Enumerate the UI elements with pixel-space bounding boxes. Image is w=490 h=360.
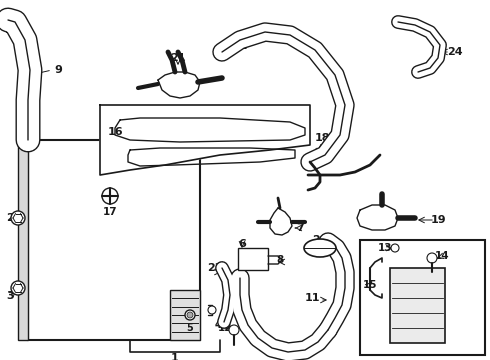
Text: 17: 17 [103, 207, 117, 217]
Text: 7: 7 [296, 223, 304, 233]
Text: 23: 23 [207, 263, 222, 273]
Text: 1: 1 [171, 353, 179, 360]
Circle shape [11, 281, 25, 295]
Text: 16: 16 [107, 127, 123, 137]
Bar [170, 290, 200, 340]
Polygon shape [100, 105, 310, 175]
Text: 22: 22 [232, 41, 248, 51]
Bar [28, 140, 200, 340]
Text: 15: 15 [363, 280, 377, 290]
Circle shape [208, 306, 216, 314]
Text: 11: 11 [304, 293, 320, 303]
Text: 24: 24 [447, 47, 463, 57]
Text: 14: 14 [435, 251, 449, 261]
Ellipse shape [304, 239, 336, 257]
Circle shape [185, 310, 195, 320]
Circle shape [427, 253, 437, 263]
Text: 8: 8 [276, 255, 284, 265]
Bar [360, 240, 485, 355]
Text: 4: 4 [215, 320, 221, 330]
Circle shape [229, 325, 239, 335]
Bar [238, 248, 268, 270]
Text: 18: 18 [314, 133, 330, 143]
Text: 2: 2 [6, 213, 14, 223]
Circle shape [102, 188, 118, 204]
Text: 19: 19 [430, 215, 446, 225]
Circle shape [11, 211, 25, 225]
Text: 5: 5 [187, 323, 194, 333]
Text: 6: 6 [238, 239, 246, 249]
Text: 21: 21 [170, 53, 186, 63]
Circle shape [391, 244, 399, 252]
Text: 13: 13 [378, 243, 392, 253]
Bar [390, 268, 445, 343]
Text: 12: 12 [218, 323, 232, 333]
Bar [18, 140, 28, 340]
Text: 9: 9 [54, 65, 62, 75]
Text: 10: 10 [225, 290, 241, 300]
Text: 3: 3 [6, 291, 14, 301]
Text: 20: 20 [312, 235, 328, 245]
Circle shape [187, 312, 193, 318]
